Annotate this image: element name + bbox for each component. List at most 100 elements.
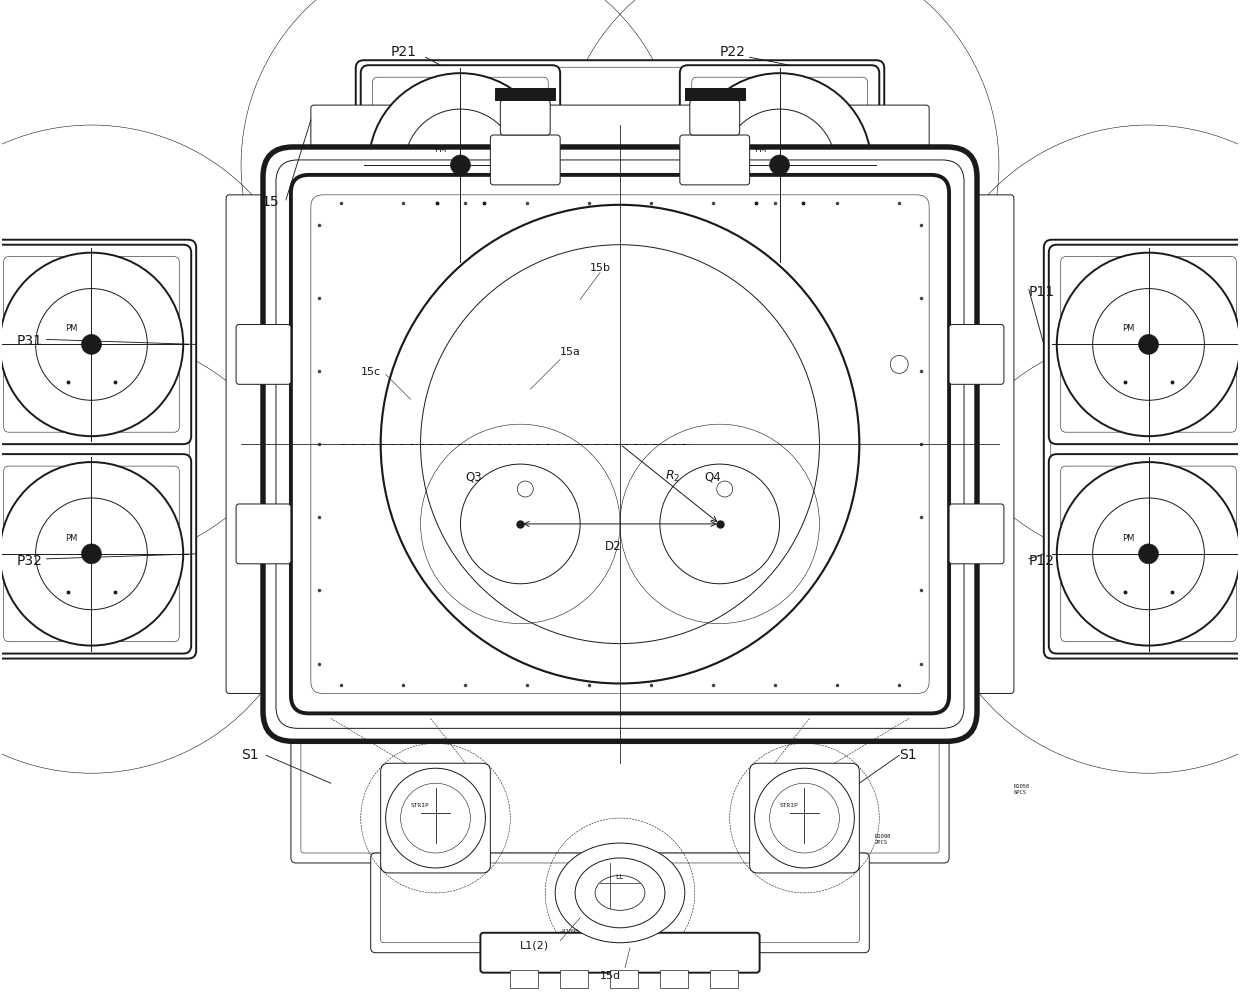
- Text: LL: LL: [615, 873, 624, 879]
- Bar: [511, 970, 538, 988]
- FancyBboxPatch shape: [692, 79, 867, 253]
- FancyBboxPatch shape: [277, 161, 963, 729]
- FancyBboxPatch shape: [500, 101, 551, 136]
- FancyBboxPatch shape: [371, 853, 869, 953]
- Circle shape: [386, 768, 485, 868]
- FancyBboxPatch shape: [1060, 257, 1236, 432]
- Text: 15c: 15c: [361, 367, 381, 377]
- Circle shape: [460, 464, 580, 584]
- Text: STRIP: STRIP: [410, 802, 429, 807]
- FancyBboxPatch shape: [0, 248, 190, 652]
- FancyBboxPatch shape: [381, 763, 490, 873]
- Ellipse shape: [595, 876, 645, 911]
- FancyBboxPatch shape: [361, 67, 560, 265]
- Circle shape: [1092, 289, 1204, 401]
- FancyBboxPatch shape: [291, 714, 949, 863]
- FancyBboxPatch shape: [680, 136, 750, 186]
- Ellipse shape: [556, 843, 684, 942]
- Circle shape: [82, 335, 102, 355]
- Circle shape: [1092, 499, 1204, 610]
- FancyBboxPatch shape: [1050, 248, 1240, 652]
- Circle shape: [0, 462, 184, 646]
- Ellipse shape: [575, 858, 665, 927]
- Bar: [709, 970, 738, 988]
- FancyBboxPatch shape: [1060, 466, 1236, 642]
- Text: D2: D2: [605, 540, 621, 553]
- Text: P32: P32: [16, 554, 42, 568]
- FancyBboxPatch shape: [0, 241, 196, 659]
- FancyBboxPatch shape: [4, 466, 180, 642]
- Text: 15a: 15a: [560, 347, 582, 357]
- Text: PM: PM: [66, 534, 78, 543]
- Text: 15d: 15d: [600, 970, 621, 980]
- Circle shape: [404, 110, 516, 222]
- Text: P31: P31: [16, 334, 42, 348]
- FancyBboxPatch shape: [0, 454, 191, 654]
- Circle shape: [401, 783, 470, 853]
- Bar: [684, 89, 745, 101]
- FancyBboxPatch shape: [0, 246, 191, 444]
- Circle shape: [890, 356, 908, 374]
- Circle shape: [717, 481, 733, 498]
- FancyBboxPatch shape: [373, 79, 548, 253]
- Text: PM: PM: [1122, 324, 1135, 333]
- Text: 15: 15: [260, 195, 279, 209]
- Circle shape: [517, 481, 533, 498]
- Text: STRIP: STRIP: [780, 802, 799, 807]
- Bar: [660, 970, 688, 988]
- Text: P12: P12: [1029, 554, 1055, 568]
- Circle shape: [368, 75, 552, 257]
- Text: Q3: Q3: [465, 469, 482, 482]
- Circle shape: [770, 156, 790, 176]
- Text: ~R1090: ~R1090: [560, 927, 579, 932]
- Circle shape: [420, 246, 820, 644]
- Circle shape: [688, 75, 872, 257]
- FancyBboxPatch shape: [263, 148, 977, 742]
- Circle shape: [755, 768, 854, 868]
- Circle shape: [1138, 335, 1158, 355]
- Text: S1: S1: [899, 747, 916, 761]
- FancyBboxPatch shape: [480, 932, 760, 973]
- Circle shape: [1138, 545, 1158, 565]
- FancyBboxPatch shape: [311, 106, 929, 176]
- FancyBboxPatch shape: [949, 325, 1004, 385]
- Circle shape: [36, 289, 148, 401]
- Text: R1050
6PCS: R1050 6PCS: [1014, 783, 1030, 794]
- FancyBboxPatch shape: [490, 136, 560, 186]
- Text: P21: P21: [391, 45, 417, 60]
- Circle shape: [381, 206, 859, 684]
- FancyBboxPatch shape: [311, 196, 929, 694]
- Text: R1098
2PCS: R1098 2PCS: [874, 833, 890, 844]
- Bar: [495, 89, 556, 101]
- Circle shape: [0, 253, 184, 436]
- FancyBboxPatch shape: [1049, 246, 1240, 444]
- Text: PM: PM: [434, 145, 446, 154]
- FancyBboxPatch shape: [949, 196, 1014, 694]
- Circle shape: [660, 464, 780, 584]
- Circle shape: [770, 783, 839, 853]
- FancyBboxPatch shape: [236, 505, 291, 565]
- FancyBboxPatch shape: [1044, 241, 1240, 659]
- FancyBboxPatch shape: [356, 62, 884, 270]
- Text: PM: PM: [1122, 534, 1135, 543]
- FancyBboxPatch shape: [750, 763, 859, 873]
- Text: PM: PM: [66, 324, 78, 333]
- FancyBboxPatch shape: [381, 863, 859, 942]
- FancyBboxPatch shape: [226, 196, 291, 694]
- Text: PM: PM: [754, 145, 766, 154]
- Text: Q4: Q4: [704, 469, 722, 482]
- FancyBboxPatch shape: [4, 257, 180, 432]
- FancyBboxPatch shape: [689, 101, 740, 136]
- FancyBboxPatch shape: [363, 69, 877, 263]
- Circle shape: [1056, 462, 1240, 646]
- FancyBboxPatch shape: [949, 505, 1004, 565]
- Text: P22: P22: [719, 45, 745, 60]
- Circle shape: [1056, 253, 1240, 436]
- FancyBboxPatch shape: [236, 325, 291, 385]
- Bar: [560, 970, 588, 988]
- FancyBboxPatch shape: [680, 67, 879, 265]
- Circle shape: [724, 110, 836, 222]
- Bar: [610, 970, 637, 988]
- FancyBboxPatch shape: [301, 724, 939, 853]
- Text: 15b: 15b: [590, 262, 611, 272]
